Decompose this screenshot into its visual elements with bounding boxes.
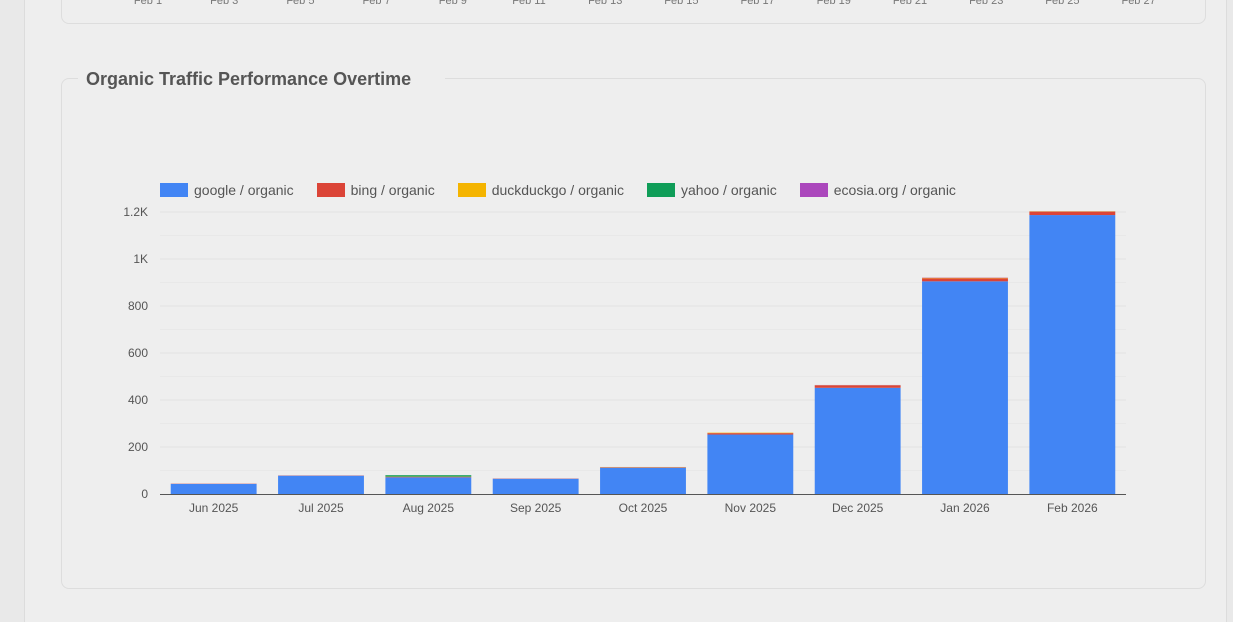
previous-chart-tick-label: Feb 3 xyxy=(210,0,239,7)
bar-segment[interactable] xyxy=(814,385,901,388)
chart-legend: google / organic bing / organic duckduckgo… xyxy=(160,182,956,198)
y-tick-label: 800 xyxy=(128,299,148,313)
legend-label: google / organic xyxy=(194,182,294,198)
x-tick-label: Aug 2025 xyxy=(403,501,455,515)
previous-chart-tick-label: Feb 23 xyxy=(969,0,1004,7)
y-tick-label: 1K xyxy=(133,252,148,266)
previous-chart-card: Feb 1 Feb 3 Feb 5 Feb 7 Feb 9 Feb 11 Feb 13 Feb… xyxy=(61,0,1206,24)
legend-swatch xyxy=(647,183,676,197)
x-tick-label: Dec 2025 xyxy=(832,501,884,515)
bar-segment[interactable] xyxy=(707,434,794,494)
y-tick-label: 0 xyxy=(141,487,148,501)
legend-swatch xyxy=(316,183,345,197)
bar-chart: 0 200 400 600 800 1K 1.2K Jun 2025 Jul 2025 Aug 2… xyxy=(123,205,1126,515)
x-tick-label: Jun 2025 xyxy=(189,501,239,515)
y-tick-label: 400 xyxy=(128,393,148,407)
bar-segment[interactable] xyxy=(278,475,364,494)
bar-segment[interactable] xyxy=(707,433,794,435)
legend-label: duckduckgo / organic xyxy=(491,182,625,198)
bar-segment[interactable] xyxy=(922,281,1008,494)
legend-item[interactable]: duckduckgo / organic xyxy=(457,182,625,198)
previous-chart-tick-label: Feb 17 xyxy=(740,0,775,7)
bar-segment[interactable] xyxy=(600,467,686,494)
legend-swatch xyxy=(457,183,486,197)
previous-chart-tick-label: Feb 19 xyxy=(816,0,851,7)
y-tick-label: 200 xyxy=(128,440,148,454)
previous-chart-tick-label: Feb 15 xyxy=(664,0,699,7)
report-page: Feb 1 Feb 3 Feb 5 Feb 7 Feb 9 Feb 11 Feb 13 Feb… xyxy=(24,0,1227,622)
bar-segment[interactable] xyxy=(170,483,257,494)
previous-chart-tick-label: Feb 9 xyxy=(438,0,467,7)
previous-chart-tick-label: Feb 25 xyxy=(1045,0,1080,7)
y-tick-label: 600 xyxy=(128,346,148,360)
bar-segment[interactable] xyxy=(1029,211,1116,216)
bar-segment[interactable] xyxy=(492,478,579,494)
legend-label: bing / organic xyxy=(350,182,435,198)
bar-segment[interactable] xyxy=(385,475,472,477)
previous-chart-tick-label: Feb 11 xyxy=(512,0,546,7)
legend-item[interactable]: google / organic xyxy=(160,182,294,198)
bar-segment[interactable] xyxy=(1029,215,1116,494)
chart-title: Organic Traffic Performance Overtime xyxy=(78,69,446,90)
x-tick-label: Jan 2026 xyxy=(940,501,990,515)
previous-chart-tick-label: Feb 5 xyxy=(286,0,315,7)
x-tick-label: Sep 2025 xyxy=(510,501,562,515)
y-tick-label: 1.2K xyxy=(123,205,148,219)
x-tick-label: Feb 2026 xyxy=(1047,501,1098,515)
legend-item[interactable]: ecosia.org / organic xyxy=(799,182,956,198)
previous-chart-tick-label: Feb 1 xyxy=(133,0,163,7)
previous-chart-tick-label: Feb 27 xyxy=(1121,0,1156,7)
bar-segment[interactable] xyxy=(814,387,901,494)
chart-card: Organic Traffic Performance Overtime goo… xyxy=(61,69,1206,589)
x-tick-label: Jul 2025 xyxy=(298,501,344,515)
legend-item[interactable]: bing / organic xyxy=(316,182,435,198)
legend-swatch xyxy=(799,183,828,197)
x-tick-label: Oct 2025 xyxy=(619,501,668,515)
x-tick-label: Nov 2025 xyxy=(725,501,777,515)
previous-chart-tick-label: Feb 7 xyxy=(362,0,391,7)
bar-segment[interactable] xyxy=(922,278,1008,282)
legend-label: yahoo / organic xyxy=(681,182,777,198)
legend-label: ecosia.org / organic xyxy=(833,182,956,198)
previous-chart-tick-label: Feb 21 xyxy=(892,0,928,7)
previous-chart-tick-label: Feb 13 xyxy=(588,0,623,7)
bar-segment[interactable] xyxy=(385,477,472,494)
legend-swatch xyxy=(160,183,188,197)
legend-item[interactable]: yahoo / organic xyxy=(647,182,777,198)
